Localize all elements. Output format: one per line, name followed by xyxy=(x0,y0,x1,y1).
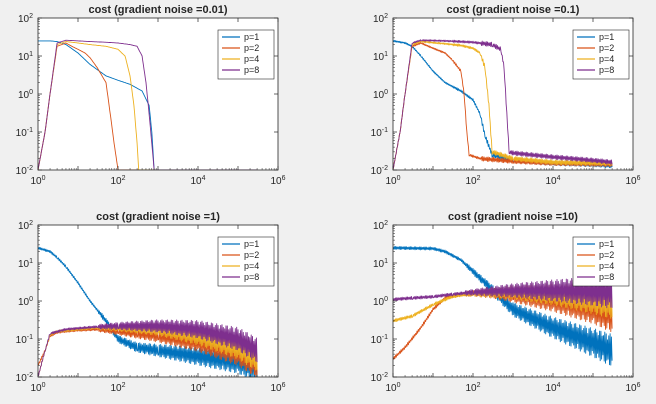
y-tick-label: 102 xyxy=(18,13,33,25)
legend-label: p=1 xyxy=(244,239,259,249)
legend-box xyxy=(217,236,275,287)
legend-label: p=2 xyxy=(599,43,614,53)
x-tick-label: 100 xyxy=(30,175,45,187)
legend-label: p=1 xyxy=(599,32,614,42)
chart-title: cost (gradient noise =0.01) xyxy=(88,4,227,16)
y-tick-label: 101 xyxy=(18,258,33,270)
legend: p=1p=2p=4p=8 xyxy=(217,29,275,80)
legend-label: p=8 xyxy=(599,65,614,75)
y-tick-label: 100 xyxy=(18,89,33,101)
legend-label: p=4 xyxy=(244,54,259,64)
chart-panel-3: 100 102 104 106 10-2 10-1 100 101 102 cost (gradi… xyxy=(16,211,286,394)
y-tick-label: 102 xyxy=(373,13,388,25)
legend-label: p=8 xyxy=(244,65,259,75)
y-tick-label: 10-1 xyxy=(16,334,33,346)
y-tick-label: 101 xyxy=(373,258,388,270)
y-tick-label: 10-1 xyxy=(16,127,33,139)
x-tick-label: 102 xyxy=(110,382,125,394)
y-tick-label: 10-2 xyxy=(16,372,33,384)
chart-panel-1: 100 102 104 106 10-2 10-1 100 101 102 cost (gradi… xyxy=(16,4,286,187)
y-tick-label: 10-2 xyxy=(16,165,33,177)
y-tick-label: 10-2 xyxy=(371,372,388,384)
x-tick-label: 106 xyxy=(270,175,285,187)
legend-label: p=2 xyxy=(244,43,259,53)
x-tick-label: 102 xyxy=(465,175,480,187)
x-tick-label: 104 xyxy=(545,175,560,187)
x-tick-label: 100 xyxy=(30,382,45,394)
legend-box xyxy=(572,236,630,287)
y-tick-label: 100 xyxy=(373,89,388,101)
x-tick-label: 106 xyxy=(625,382,640,394)
series-group xyxy=(38,39,258,170)
series-line-p=2 xyxy=(38,42,258,170)
series-group xyxy=(38,246,258,377)
legend-label: p=2 xyxy=(599,250,614,260)
legend-label: p=2 xyxy=(244,250,259,260)
x-tick-label: 106 xyxy=(270,382,285,394)
legend-label: p=8 xyxy=(599,272,614,282)
x-tick-label: 106 xyxy=(625,175,640,187)
x-tick-label: 104 xyxy=(190,382,205,394)
y-tick-label: 101 xyxy=(18,51,33,63)
legend: p=1p=2p=4p=8 xyxy=(572,29,630,80)
chart-title: cost (gradient noise =10) xyxy=(448,211,578,223)
series-line-p=8 xyxy=(393,39,613,170)
x-tick-label: 102 xyxy=(110,175,125,187)
series-line-p=1 xyxy=(393,245,613,366)
legend-label: p=4 xyxy=(599,261,614,271)
y-tick-label: 102 xyxy=(18,220,33,232)
x-tick-label: 102 xyxy=(465,382,480,394)
y-tick-label: 100 xyxy=(373,296,388,308)
series-line-p=8 xyxy=(38,39,258,170)
legend-label: p=8 xyxy=(244,272,259,282)
legend: p=1p=2p=4p=8 xyxy=(572,236,630,287)
legend: p=1p=2p=4p=8 xyxy=(217,236,275,287)
y-tick-label: 102 xyxy=(373,220,388,232)
legend-label: p=4 xyxy=(599,54,614,64)
legend-box xyxy=(572,29,630,80)
y-tick-label: 10-1 xyxy=(371,127,388,139)
series-line-p=4 xyxy=(393,40,613,170)
chart-panel-4: 100 102 104 106 10-2 10-1 100 101 102 cost (gradi… xyxy=(371,211,641,394)
x-tick-label: 104 xyxy=(545,382,560,394)
x-tick-label: 104 xyxy=(190,175,205,187)
y-tick-label: 100 xyxy=(18,296,33,308)
y-tick-label: 10-1 xyxy=(371,334,388,346)
chart-title: cost (gradient noise =1) xyxy=(96,211,220,223)
chart-title: cost (gradient noise =0.1) xyxy=(447,4,580,16)
x-tick-label: 100 xyxy=(385,382,400,394)
x-tick-label: 100 xyxy=(385,175,400,187)
legend-label: p=1 xyxy=(244,32,259,42)
legend-box xyxy=(217,29,275,80)
series-line-p=1 xyxy=(38,40,258,170)
chart-panel-2: 100 102 104 106 10-2 10-1 100 101 102 cost (gradi… xyxy=(371,4,641,187)
y-tick-label: 101 xyxy=(373,51,388,63)
series-line-p=4 xyxy=(38,41,258,170)
series-group xyxy=(393,39,613,170)
y-tick-label: 10-2 xyxy=(371,165,388,177)
legend-label: p=4 xyxy=(244,261,259,271)
series-line-p=8 xyxy=(38,319,258,377)
legend-label: p=1 xyxy=(599,239,614,249)
